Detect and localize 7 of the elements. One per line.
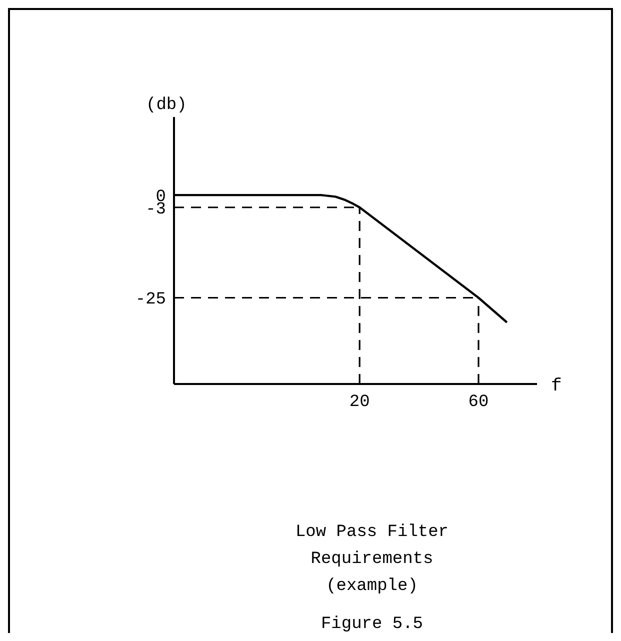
text: Low Pass Filter Requirements (example) [295,523,449,596]
y-axis-title: (db) [146,96,187,115]
y-tick-label: -25 [135,290,166,310]
x-axis-title: f [551,376,562,396]
caption: Figure 5.5 [320,615,424,634]
x-tick-label: 60 [468,393,489,412]
x-tick-label: 20 [349,393,370,412]
